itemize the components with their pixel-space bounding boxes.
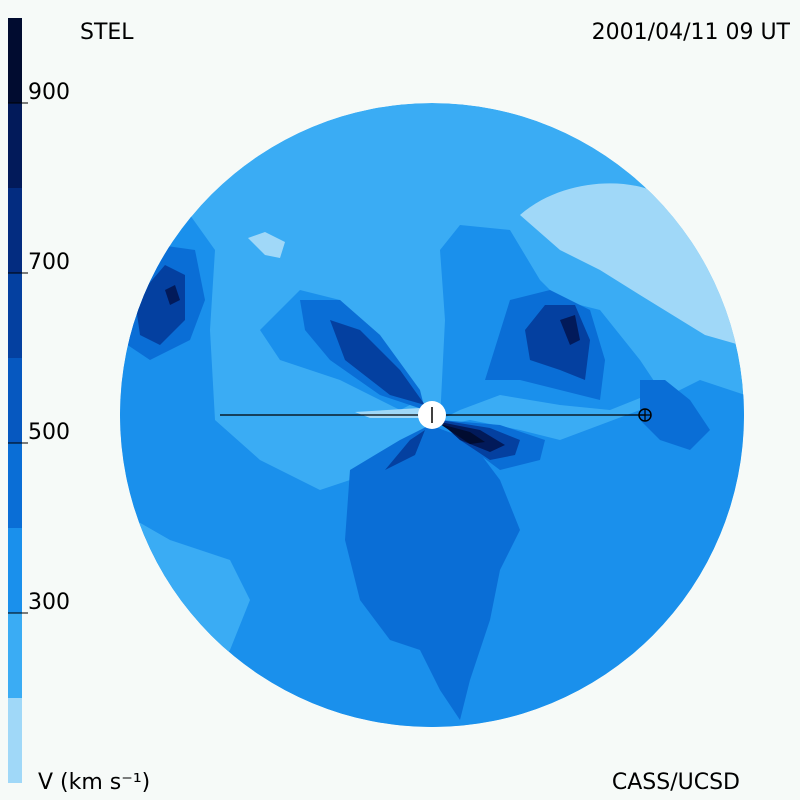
observatory-label: STEL [80,20,134,45]
colorbar-band [8,273,22,358]
region-fast-south [345,425,520,720]
credit: CASS/UCSD [612,770,740,795]
colorbar-tick-label: 900 [28,80,70,105]
colorbar-band [8,188,22,273]
region-slow-small [248,232,285,258]
timestamp: 2001/04/11 09 UT [592,20,791,45]
colorbar-tick-label: 700 [28,250,70,275]
colorbar-label: V (km s⁻¹) [38,770,150,795]
colorbar-band [8,103,22,188]
colorbar-tick-label: 300 [28,590,70,615]
colorbar-band [8,613,22,698]
colorbar-band [8,528,22,613]
colorbar-band [8,358,22,443]
colorbar-band [8,698,22,783]
colorbar-band [8,18,22,103]
region-fast-east [640,380,710,450]
region-fast2-west [135,265,185,345]
colorbar-tick-label: 500 [28,420,70,445]
colorbar: 300 500 700 900 [8,18,70,783]
region-fast2-south [385,430,425,470]
region-fast2-northwest [330,320,425,405]
colorbar-band [8,443,22,528]
region-fastest-core [440,424,485,444]
